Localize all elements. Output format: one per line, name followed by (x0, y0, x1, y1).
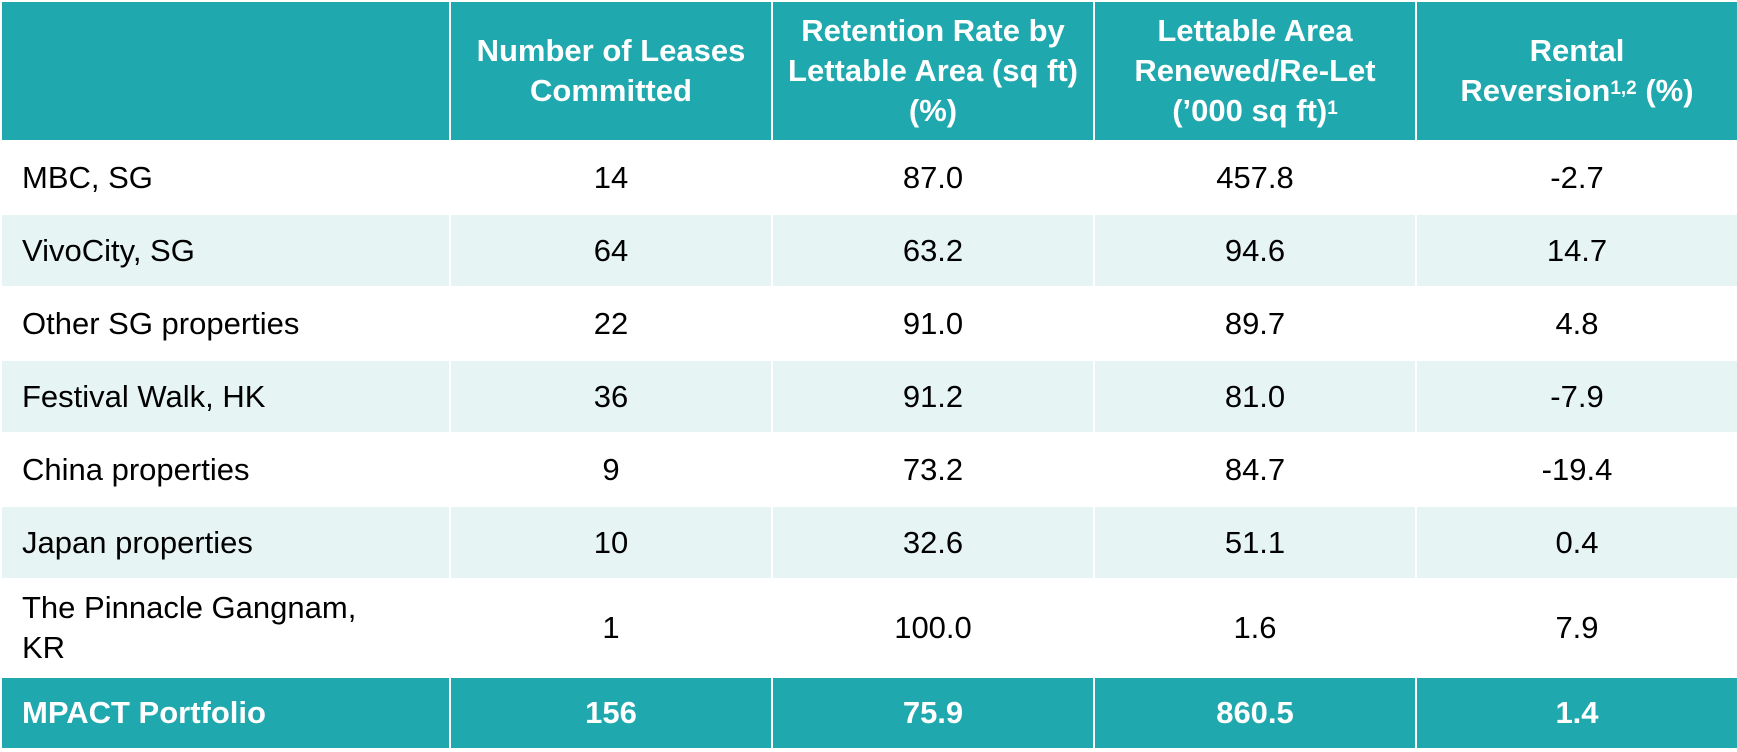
table-row: Japan properties 10 32.6 51.1 0.4 (0, 505, 1737, 580)
retention-value: 87.0 (771, 140, 1095, 215)
property-name: Japan properties (0, 505, 451, 580)
total-leases: 156 (449, 676, 773, 750)
area-value: 84.7 (1093, 432, 1417, 507)
header-lettable-area-text: Lettable Area Renewed/Re-Let (’000 sq ft… (1134, 13, 1376, 128)
header-row: Number of Leases Committed Retention Rat… (0, 0, 1737, 142)
property-name: Festival Walk, HK (0, 359, 451, 434)
area-value: 89.7 (1093, 286, 1417, 361)
leases-value: 64 (449, 213, 773, 288)
area-value: 81.0 (1093, 359, 1417, 434)
reversion-value: -7.9 (1415, 359, 1737, 434)
reversion-value: -19.4 (1415, 432, 1737, 507)
reversion-value: 7.9 (1415, 578, 1737, 678)
table-row: VivoCity, SG 64 63.2 94.6 14.7 (0, 213, 1737, 288)
header-lettable-area: Lettable Area Renewed/Re-Let (’000 sq ft… (1093, 0, 1417, 142)
retention-value: 63.2 (771, 213, 1095, 288)
table-row: China properties 9 73.2 84.7 -19.4 (0, 432, 1737, 507)
total-row: MPACT Portfolio 156 75.9 860.5 1.4 (0, 676, 1737, 750)
retention-value: 100.0 (771, 578, 1095, 678)
property-name: VivoCity, SG (0, 213, 451, 288)
area-value: 51.1 (1093, 505, 1417, 580)
retention-value: 32.6 (771, 505, 1095, 580)
header-rental-reversion: Rental Reversion1,2 (%) (1415, 0, 1737, 142)
leases-value: 1 (449, 578, 773, 678)
reversion-value: 14.7 (1415, 213, 1737, 288)
table-row: Other SG properties 22 91.0 89.7 4.8 (0, 286, 1737, 361)
table-row: Festival Walk, HK 36 91.2 81.0 -7.9 (0, 359, 1737, 434)
table-row: The Pinnacle Gangnam, KR 1 100.0 1.6 7.9 (0, 578, 1737, 678)
reversion-value: 0.4 (1415, 505, 1737, 580)
reversion-value: -2.7 (1415, 140, 1737, 215)
leases-value: 22 (449, 286, 773, 361)
leases-value: 10 (449, 505, 773, 580)
total-label: MPACT Portfolio (0, 676, 451, 750)
leases-value: 9 (449, 432, 773, 507)
property-name: MBC, SG (0, 140, 451, 215)
total-area: 860.5 (1093, 676, 1417, 750)
header-rental-line1: Rental (1529, 33, 1625, 68)
retention-value: 91.0 (771, 286, 1095, 361)
header-rental-line2: Reversion (1460, 73, 1611, 108)
area-value: 1.6 (1093, 578, 1417, 678)
total-retention: 75.9 (771, 676, 1095, 750)
footnote-marker: 1 (1327, 98, 1338, 119)
header-empty (0, 0, 451, 142)
property-name: Other SG properties (0, 286, 451, 361)
retention-value: 91.2 (771, 359, 1095, 434)
header-retention-rate: Retention Rate by Lettable Area (sq ft) … (771, 0, 1095, 142)
area-value: 94.6 (1093, 213, 1417, 288)
property-name: The Pinnacle Gangnam, KR (0, 578, 451, 678)
header-number-of-leases: Number of Leases Committed (449, 0, 773, 142)
footnote-marker: 1,2 (1610, 78, 1637, 99)
reversion-value: 4.8 (1415, 286, 1737, 361)
area-value: 457.8 (1093, 140, 1417, 215)
table-row: MBC, SG 14 87.0 457.8 -2.7 (0, 140, 1737, 215)
retention-value: 73.2 (771, 432, 1095, 507)
total-reversion: 1.4 (1415, 676, 1737, 750)
header-rental-unit: (%) (1636, 73, 1694, 108)
leases-value: 14 (449, 140, 773, 215)
leases-value: 36 (449, 359, 773, 434)
property-name: China properties (0, 432, 451, 507)
